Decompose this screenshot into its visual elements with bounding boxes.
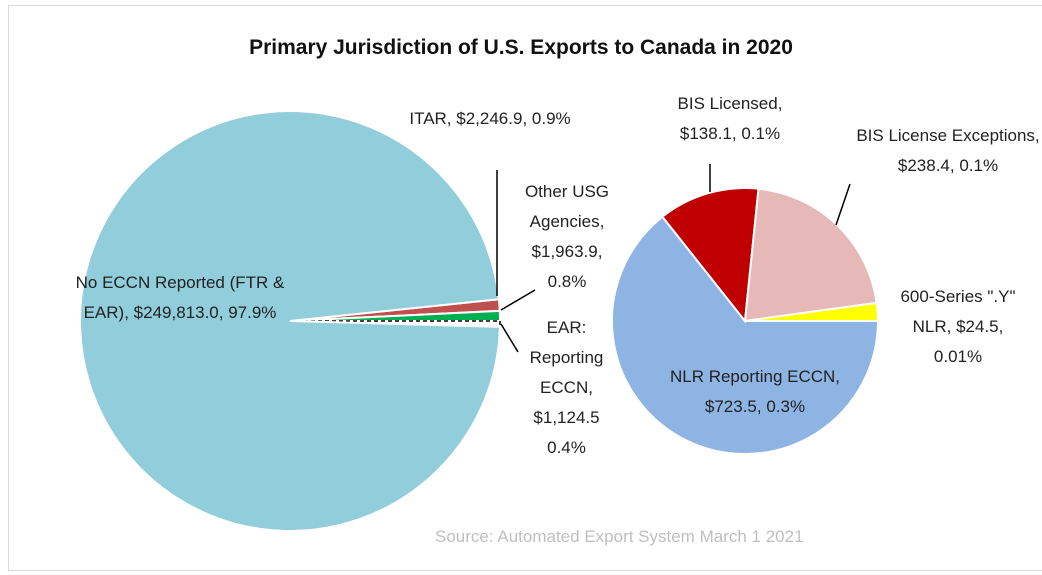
slice-label: EAR: Reporting ECCN, $1,124.5 0.4% — [519, 313, 614, 463]
leader-line — [500, 323, 519, 353]
slice-label: NLR Reporting ECCN, $723.5, 0.3% — [640, 362, 870, 422]
pie-slice — [743, 187, 878, 323]
pie-slice — [79, 110, 501, 532]
slice-label: 600-Series ".Y" NLR, $24.5, 0.01% — [893, 282, 1023, 372]
category-label: ITAR, — [409, 109, 452, 128]
source-note: Source: Automated Export System March 1 … — [435, 527, 804, 546]
value-label: $24.5, 0.01% — [933, 317, 1004, 366]
leader-line — [835, 183, 851, 226]
slice-label: BIS License Exceptions, $238.4, 0.1% — [848, 121, 1042, 181]
category-label: No ECCN Reported (FTR & EAR), — [75, 273, 285, 322]
leader-line — [500, 289, 536, 311]
pie-slice — [289, 309, 502, 322]
pie-slice — [744, 301, 880, 322]
slice-label: No ECCN Reported (FTR & EAR), $249,813.0… — [70, 268, 290, 328]
chart-frame — [8, 5, 1042, 571]
value-label: $249,813.0, 97.9% — [133, 303, 277, 322]
category-label: BIS Licensed, — [677, 94, 783, 113]
category-label: NLR Reporting ECCN, — [669, 367, 841, 386]
slice-label: ITAR, $2,246.9, 0.9% — [400, 104, 580, 134]
value-label: $2,246.9, 0.9% — [456, 109, 571, 128]
chart-title: Primary Jurisdiction of U.S. Exports to … — [249, 36, 793, 59]
category-label: Other USG Agencies, — [524, 182, 610, 231]
category-label: EAR: Reporting ECCN, — [529, 318, 604, 397]
slice-label: Other USG Agencies, $1,963.9, 0.8% — [517, 177, 617, 297]
category-label: 600-Series ".Y" NLR, — [900, 287, 1016, 336]
value-label: $1,963.9, 0.8% — [531, 242, 603, 291]
value-label: $1,124.5 0.4% — [533, 408, 600, 457]
leader-lines — [496, 164, 851, 353]
value-label: $138.1, 0.1% — [679, 124, 781, 143]
value-label: $723.5, 0.3% — [704, 397, 806, 416]
pie-slice — [611, 215, 880, 455]
pie-slice — [661, 187, 760, 324]
value-label: $238.4, 0.1% — [897, 156, 999, 175]
category-label: BIS License Exceptions, — [856, 126, 1040, 145]
slice-label: BIS Licensed, $138.1, 0.1% — [655, 89, 805, 149]
